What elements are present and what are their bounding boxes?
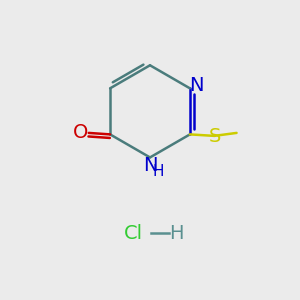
Text: O: O [73, 123, 88, 142]
Text: H: H [153, 164, 164, 179]
Text: N: N [189, 76, 204, 95]
Text: S: S [209, 127, 221, 146]
Text: H: H [169, 224, 184, 243]
Text: Cl: Cl [124, 224, 143, 243]
Text: N: N [143, 156, 157, 175]
